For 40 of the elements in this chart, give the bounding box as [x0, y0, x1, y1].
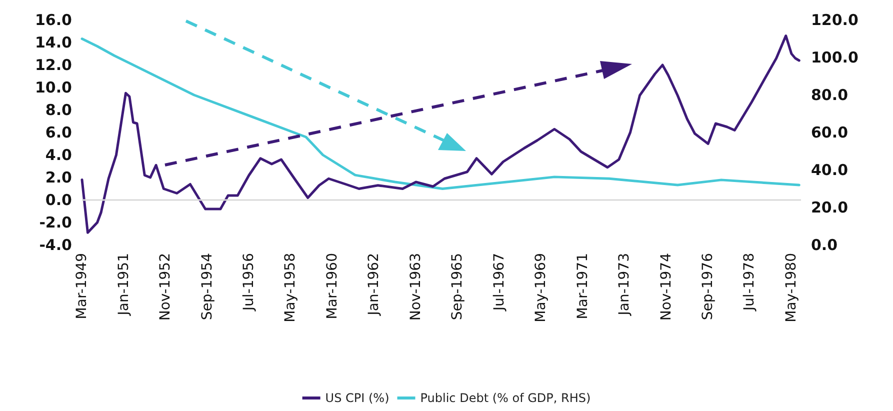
y-tick-label: 16.0 [34, 11, 72, 29]
y2-tick-label: 40.0 [811, 161, 848, 179]
y2-tick-label: 120.0 [811, 11, 858, 29]
x-tick-label: Sep-1954 [199, 252, 216, 320]
y2-tick-label: 0.0 [811, 236, 838, 254]
y-tick-label: 6.0 [45, 124, 72, 142]
y-tick-label: 12.0 [34, 56, 72, 74]
y-tick-label: -2.0 [39, 214, 72, 232]
x-tick-label: Jul-1967 [491, 253, 508, 312]
x-tick-label: Nov-1952 [158, 253, 174, 321]
line-series [80, 38, 800, 190]
y2-tick-label: 60.0 [811, 124, 848, 142]
y-tick-label: 0.0 [45, 191, 72, 209]
y2-tick-label: 20.0 [811, 198, 848, 216]
x-tick-label: Mar-1949 [74, 253, 90, 320]
y-tick-label: -4.0 [39, 236, 72, 254]
x-tick-label: Jul-1956 [240, 252, 257, 312]
line-series [80, 34, 800, 234]
x-tick-label: Nov-1963 [408, 253, 424, 321]
y2-tick-label: 80.0 [811, 86, 848, 104]
y2-tick-label: 100.0 [811, 48, 858, 66]
y-tick-label: 14.0 [34, 34, 72, 52]
x-tick-label: Sep-1965 [450, 253, 466, 320]
x-tick-label: Jan-1962 [366, 253, 382, 316]
x-tick-label: Jan-1973 [616, 253, 633, 316]
y-tick-label: 4.0 [45, 146, 72, 164]
legend-label: US CPI (%) [325, 391, 390, 405]
x-tick-label: Jul-1978 [742, 253, 758, 312]
x-tick-label: May-1980 [783, 253, 800, 322]
x-tick-label: Mar-1960 [324, 253, 340, 320]
x-tick-label: Sep-1976 [700, 252, 716, 320]
x-tick-label: May-1969 [533, 253, 550, 322]
legend-label: Public Debt (% of GDP, RHS) [420, 391, 591, 405]
y-tick-label: 10.0 [34, 78, 72, 96]
y-tick-label: 2.0 [45, 168, 72, 186]
y-tick-label: 8.0 [45, 101, 72, 119]
x-tick-label: Jan-1951 [116, 253, 132, 316]
x-tick-label: Nov-1974 [658, 252, 674, 321]
x-tick-label: Mar-1971 [574, 253, 591, 320]
x-tick-label: May-1958 [282, 253, 299, 322]
